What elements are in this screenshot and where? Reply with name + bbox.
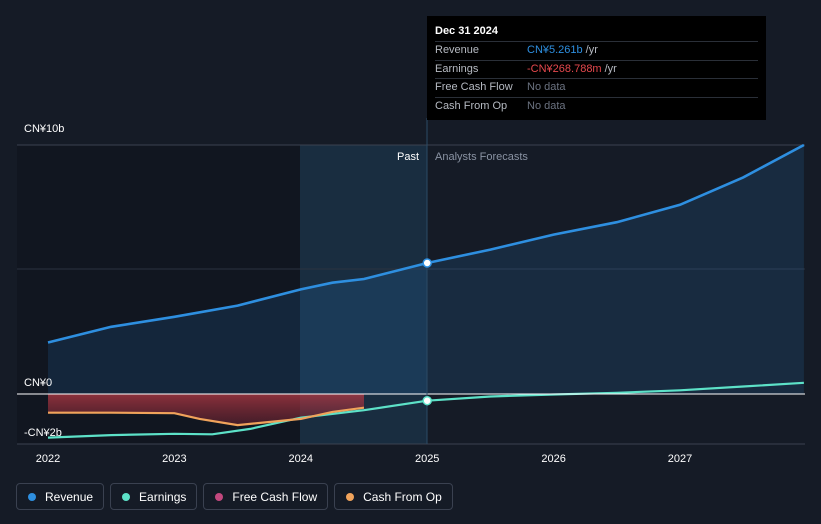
legend-label: Revenue (45, 489, 94, 504)
revenue-marker (422, 258, 432, 268)
earnings-dot-icon (122, 492, 131, 501)
legend-label: Cash From Op (363, 489, 442, 504)
cash-from-op-line (48, 406, 365, 427)
tooltip-date: Dec 31 2024 (435, 25, 498, 37)
legend: Revenue Earnings Free Cash Flow Cash Fro… (16, 483, 453, 510)
tooltip-value: No data (527, 81, 566, 93)
tooltip-value: CN¥5.261b (527, 44, 583, 56)
legend-label: Earnings (139, 489, 187, 504)
financial-chart: Past Analysts Forecasts CN¥10b CN¥0 -CN¥2b… (17, 118, 805, 465)
cash-from-op-dot-icon (346, 492, 355, 501)
x-tick-label: 2025 (415, 453, 439, 465)
legend-item-free-cash-flow[interactable]: Free Cash Flow (203, 483, 329, 510)
forecast-label: Analysts Forecasts (435, 151, 528, 163)
cash-from-op-area (48, 394, 364, 426)
legend-item-cash-from-op[interactable]: Cash From Op (334, 483, 453, 510)
tooltip-label: Revenue (435, 44, 480, 56)
tooltip-value: No data (527, 99, 566, 112)
earnings-marker (422, 395, 432, 406)
x-tick-label: 2023 (162, 453, 186, 465)
legend-label: Free Cash Flow (232, 489, 318, 504)
earnings-line (47, 381, 804, 439)
tooltip-row-cfo: Cash From Op No data (435, 96, 758, 116)
y-tick-label: CN¥0 (24, 377, 52, 389)
revenue-dot-icon (28, 492, 36, 501)
tooltip-label: Cash From Op (435, 99, 508, 112)
past-label: Past (397, 151, 419, 163)
x-tick-label: 2026 (541, 453, 565, 465)
y-tick-label: -CN¥2b (24, 427, 62, 439)
x-tick-label: 2022 (36, 453, 60, 465)
tooltip-label: Earnings (435, 62, 479, 75)
legend-item-earnings[interactable]: Earnings (110, 483, 198, 510)
legend-item-revenue[interactable]: Revenue (16, 483, 105, 510)
y-tick-label: CN¥10b (24, 123, 64, 135)
tooltip-row-earnings: Earnings -CN¥268.788m /yr (435, 59, 758, 79)
tooltip-row-fcf: Free Cash Flow No data (435, 78, 758, 97)
revenue-line (47, 143, 805, 344)
tooltip-unit: /yr (604, 62, 617, 75)
tooltip-unit: /yr (585, 44, 598, 56)
x-tick-label: 2024 (289, 453, 313, 465)
tooltip: Dec 31 2024 Revenue CN¥5.261b /yr Earnin… (427, 16, 766, 120)
x-tick-label: 2027 (668, 453, 692, 465)
tooltip-label: Free Cash Flow (435, 81, 513, 93)
free-cash-flow-dot-icon (215, 492, 224, 501)
tooltip-value: -CN¥268.788m (527, 62, 602, 75)
revenue-area (48, 145, 804, 394)
tooltip-row-revenue: Revenue CN¥5.261b /yr (435, 41, 758, 60)
